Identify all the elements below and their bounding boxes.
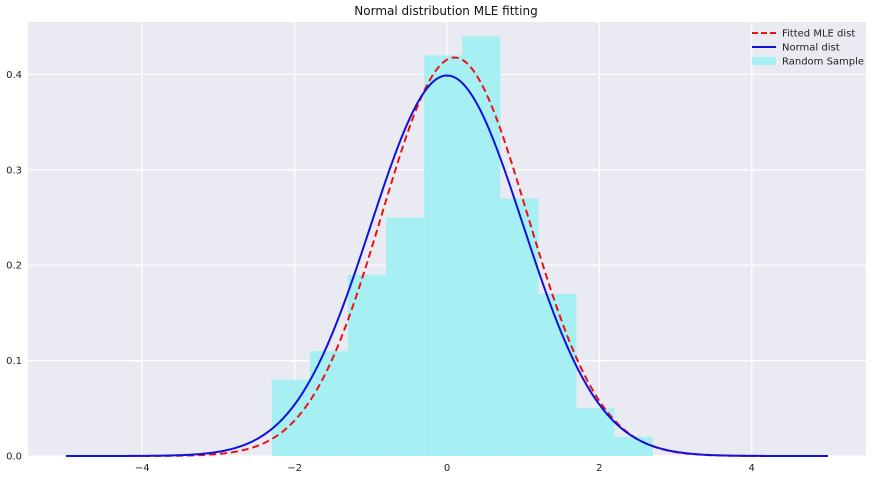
x-tick-label: 0 [444, 463, 450, 474]
histogram-bar [347, 274, 387, 456]
y-tick-label: 0.2 [6, 261, 22, 272]
y-tick-label: 0.4 [6, 70, 22, 81]
histogram-bars [271, 36, 653, 457]
x-tick-label: −2 [287, 463, 302, 474]
x-tick-label: −4 [135, 463, 150, 474]
series-line [66, 74, 828, 457]
y-tick-label: 0.1 [6, 356, 22, 367]
histogram-bar [424, 55, 463, 457]
y-axis-ticks: 0.0 0.1 0.2 0.3 0.4 [6, 70, 22, 463]
x-axis-ticks: −4 −2 0 2 4 [135, 463, 755, 474]
histogram-bar [462, 36, 501, 457]
legend-label: Random Sample [782, 57, 864, 68]
histogram-bar [386, 217, 425, 456]
x-tick-label: 2 [596, 463, 602, 474]
y-tick-label: 0.0 [6, 452, 22, 463]
x-tick-label: 4 [749, 463, 755, 474]
legend-label: Normal dist [782, 43, 840, 54]
histogram-bar [538, 293, 577, 456]
legend: Fitted MLE dist Normal dist Random Sample [752, 29, 864, 68]
chart-title: Normal distribution MLE fitting [354, 4, 537, 18]
histogram-bar [500, 198, 539, 456]
histogram-bar [614, 436, 653, 456]
series-lines [66, 56, 828, 457]
legend-patch-marker [752, 57, 776, 65]
y-tick-label: 0.3 [6, 165, 22, 176]
legend-label: Fitted MLE dist [782, 29, 855, 40]
